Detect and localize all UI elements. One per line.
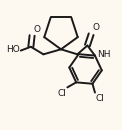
- Text: HO: HO: [6, 45, 20, 54]
- Text: Cl: Cl: [58, 89, 67, 98]
- Text: NH: NH: [97, 50, 110, 59]
- Text: O: O: [92, 23, 99, 32]
- Text: Cl: Cl: [96, 94, 104, 103]
- Text: O: O: [33, 25, 40, 34]
